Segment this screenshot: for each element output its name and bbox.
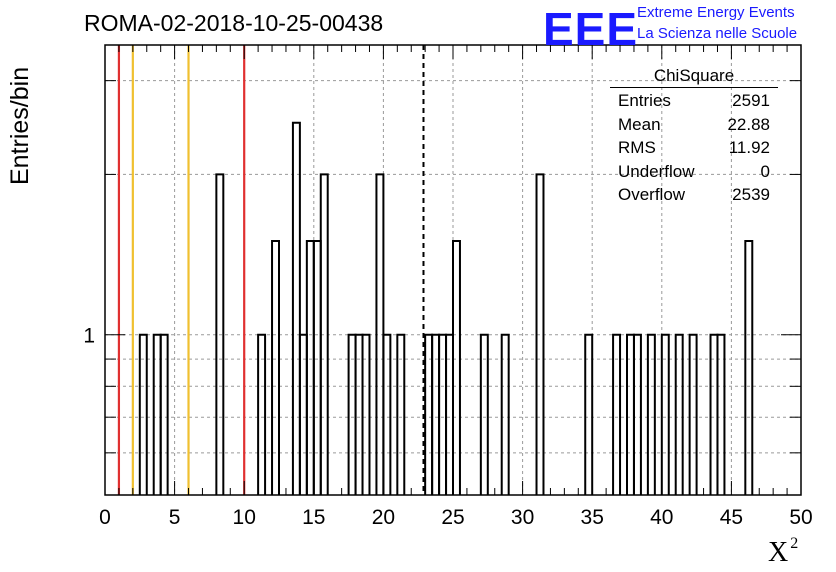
stats-box: ChiSquare Entries 2591 Mean 22.88 RMS 11.92… <box>610 66 778 207</box>
x-tick-label: 50 <box>789 506 812 529</box>
histogram-bin <box>660 333 670 495</box>
histogram-bin <box>159 333 169 495</box>
y-tick-label: 1 <box>83 325 95 348</box>
histogram-bin <box>271 239 280 495</box>
histogram-bin <box>584 333 594 495</box>
stats-label: Overflow <box>618 185 686 204</box>
histogram-bin <box>688 333 698 495</box>
stats-row: Overflow 2539 <box>610 183 778 207</box>
histogram-bin <box>382 333 392 495</box>
x-tick-label: 0 <box>99 506 111 529</box>
stats-label: Underflow <box>618 161 695 181</box>
stats-row: Underflow 0 <box>610 160 778 184</box>
histogram-bin <box>632 333 642 495</box>
stats-title: ChiSquare <box>610 66 778 88</box>
stats-label: Entries <box>618 91 671 110</box>
stats-value: 2539 <box>732 185 770 204</box>
y-axis-label: Entries/bin <box>6 66 34 185</box>
eee-logo: EEE <box>543 3 639 55</box>
histogram-bin <box>500 333 510 495</box>
histogram-bin <box>361 333 371 495</box>
x-tick-label: 10 <box>233 506 256 529</box>
chart-title: ROMA-02-2018-10-25-00438 <box>84 10 384 36</box>
axis-ticks: 0 5 10 15 20 25 30 35 40 45 50 1 <box>83 45 813 529</box>
histogram-bin <box>674 333 684 495</box>
x-tick-label: 25 <box>441 506 464 529</box>
x-tick-label: 20 <box>372 506 395 529</box>
histogram-bin <box>396 333 406 495</box>
stats-label: RMS <box>618 138 656 157</box>
stats-value: 0 <box>760 161 770 181</box>
x-tick-label: 45 <box>720 506 743 529</box>
histogram-bin <box>744 239 754 495</box>
reference-lines <box>117 45 425 495</box>
logo-line-2: La Scienza nelle Scuole <box>637 25 798 42</box>
stats-row: RMS 11.92 <box>610 136 778 160</box>
x-tick-label: 15 <box>302 506 325 529</box>
histogram-bin <box>138 333 148 495</box>
stats-row: Entries 2591 <box>610 89 778 113</box>
x-tick-label: 40 <box>650 506 673 529</box>
stats-value: 11.92 <box>728 138 770 157</box>
stats-value: 22.88 <box>727 114 770 134</box>
histogram-bars <box>138 121 754 495</box>
x-tick-label: 30 <box>511 506 534 529</box>
stats-value: 2591 <box>732 91 770 110</box>
histogram-bin <box>646 333 656 495</box>
histogram-bin <box>452 239 461 495</box>
x-tick-label: 35 <box>581 506 604 529</box>
histogram-bin <box>312 239 322 495</box>
stats-row: Mean 22.88 <box>610 113 778 137</box>
histogram-bin <box>479 333 489 495</box>
histogram-bin <box>305 239 315 495</box>
x-axis-label-base: X <box>768 537 789 568</box>
histogram-bin <box>535 173 545 495</box>
logo-line-1: Extreme Energy Events <box>637 4 795 21</box>
x-axis-label-superscript: 2 <box>790 535 799 552</box>
histogram-bin <box>291 121 301 495</box>
stats-label: Mean <box>618 114 661 134</box>
histogram-bin <box>215 173 225 495</box>
histogram-bin <box>319 173 329 495</box>
histogram-bin <box>257 333 267 495</box>
histogram-bin <box>716 333 726 495</box>
histogram-bin <box>612 333 622 495</box>
x-tick-label: 5 <box>169 506 181 529</box>
